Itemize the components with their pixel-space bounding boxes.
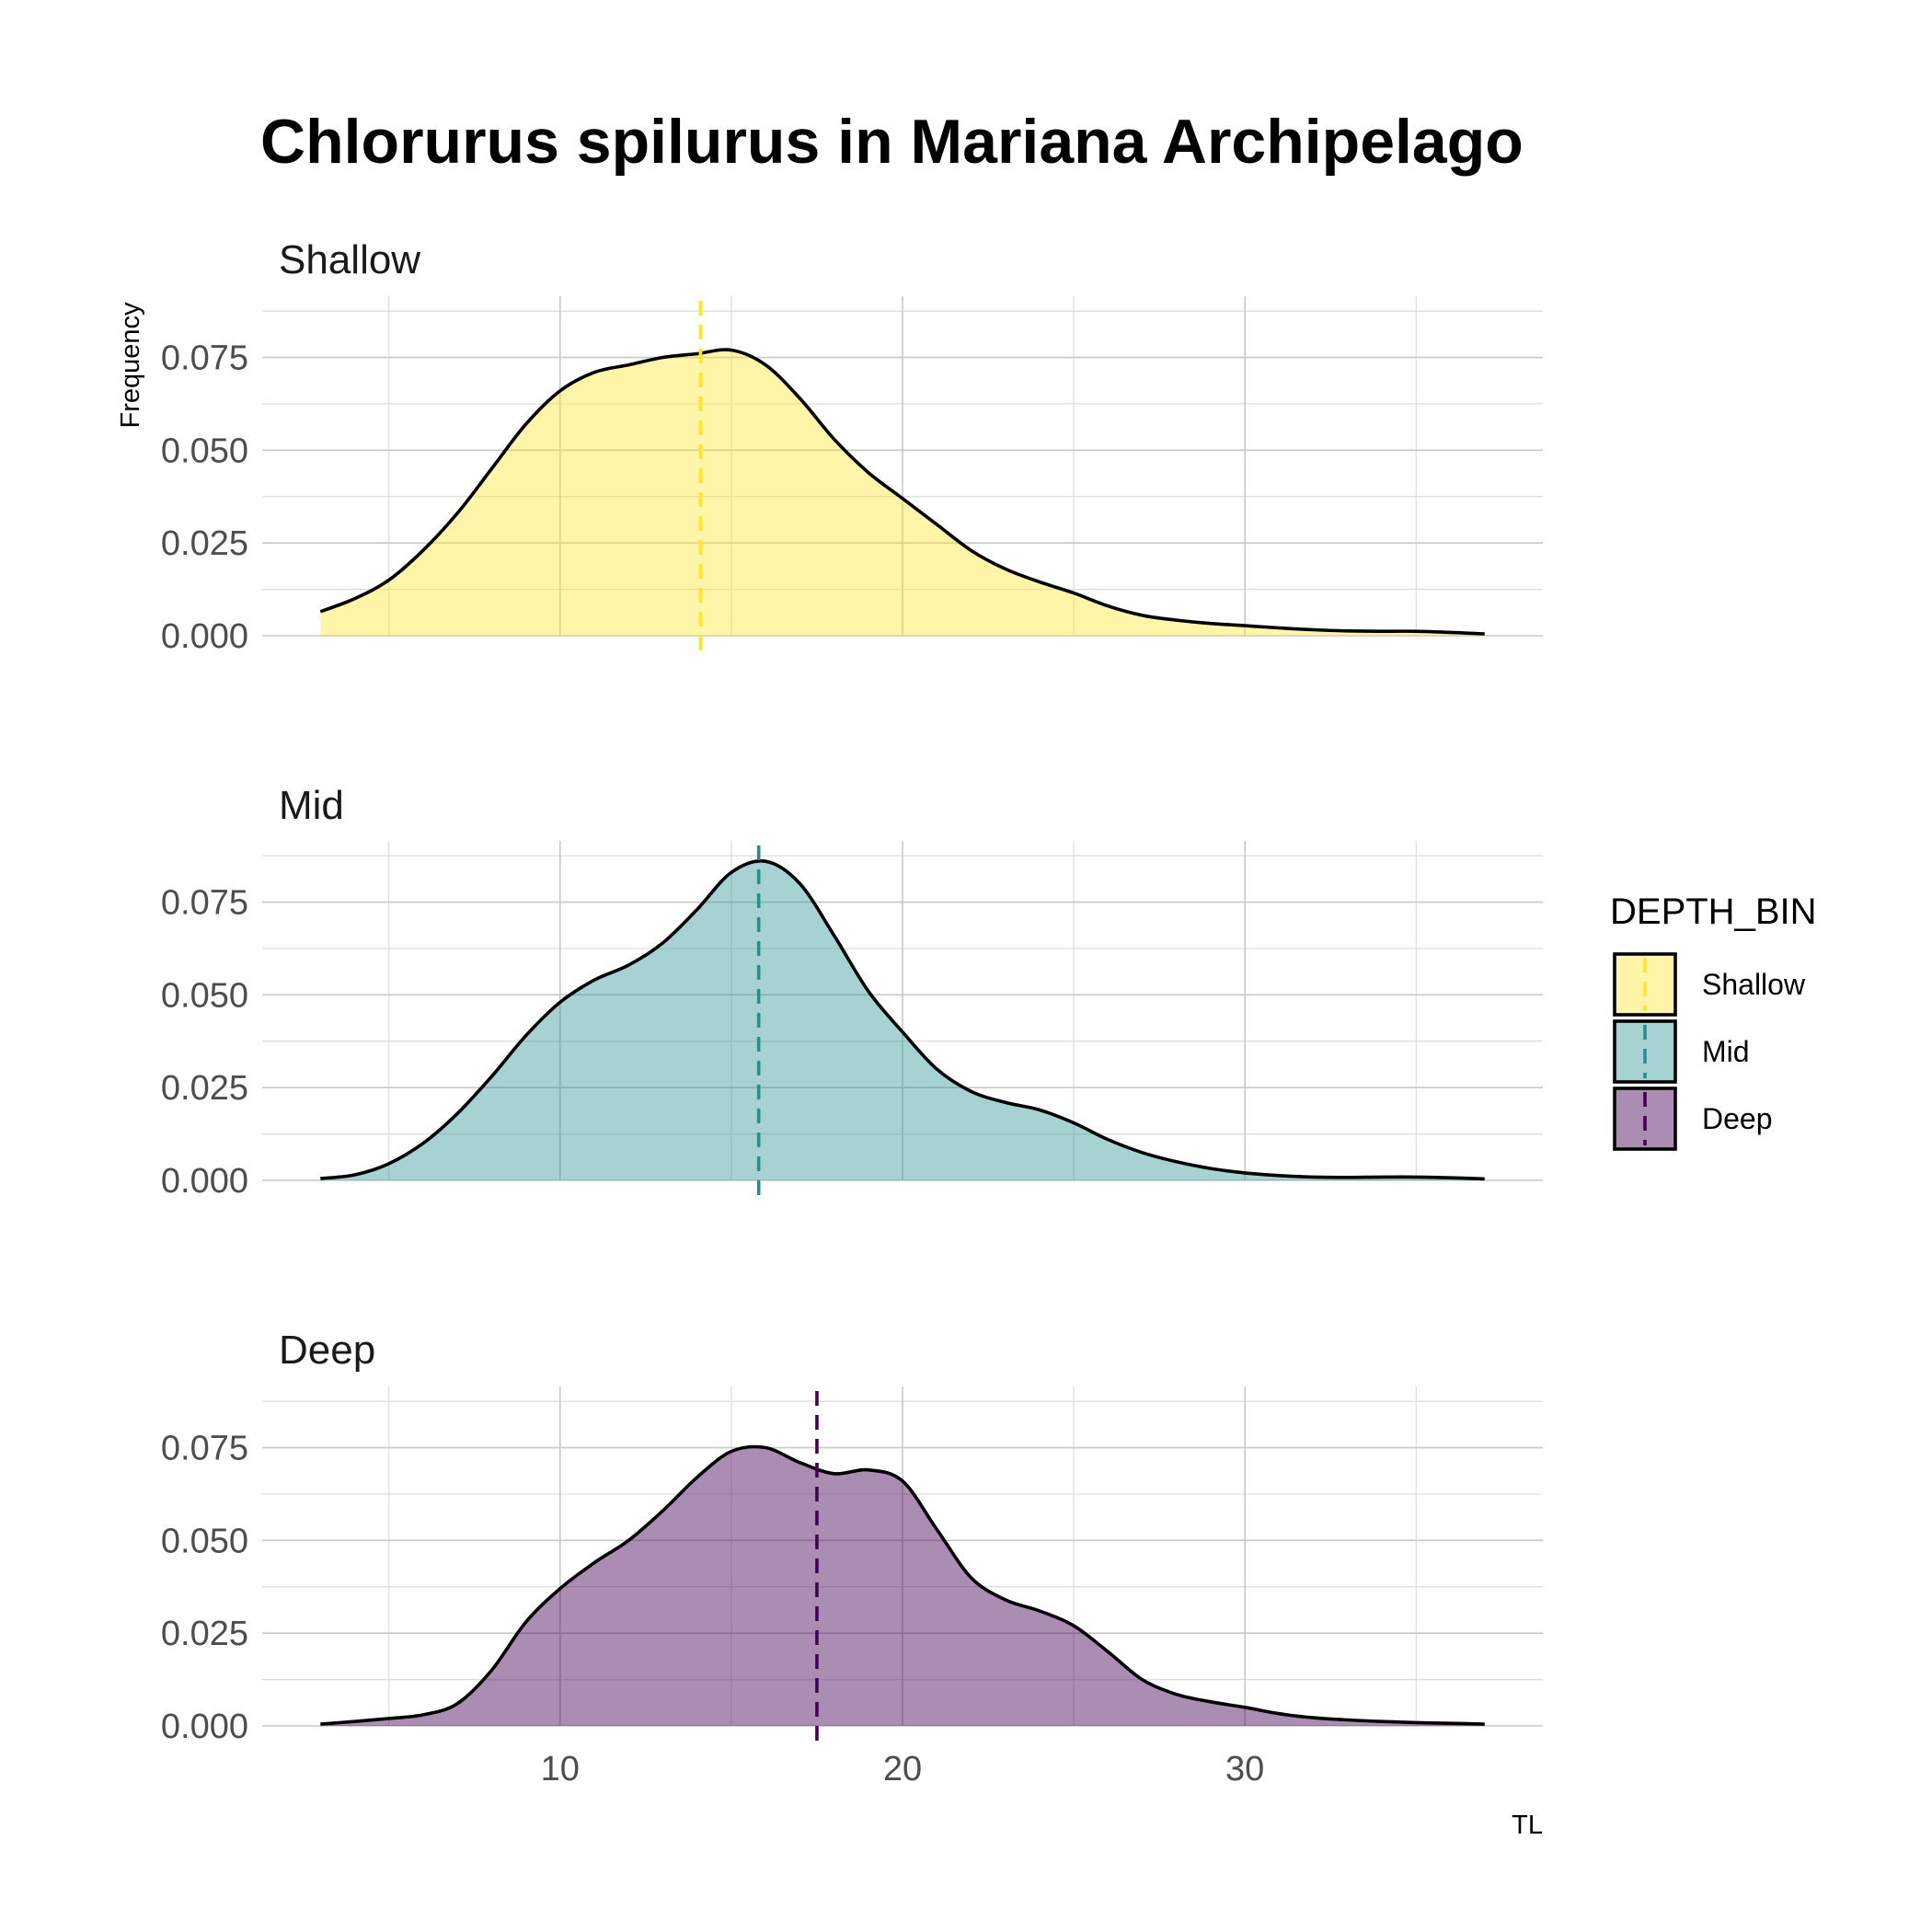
y-tick-label: 0.050: [161, 976, 248, 1015]
density-curve-mid: [320, 858, 1485, 1181]
density-curve-deep: [320, 1444, 1485, 1726]
panel-deep: Deep 0.000 0.025 0.050 0.075: [161, 1328, 1543, 1746]
panel-strip-label: Deep: [279, 1328, 375, 1373]
y-tick-label: 0.000: [161, 1708, 248, 1746]
y-tick-label: 0.025: [161, 524, 248, 563]
legend-key-shallow: Shallow: [1613, 952, 1806, 1017]
y-tick-label: 0.050: [161, 431, 248, 470]
y-tick-label: 0.050: [161, 1522, 248, 1560]
density-area-deep: [320, 1446, 1485, 1726]
y-tick-label: 0.075: [161, 339, 248, 378]
panel-strip-label: Mid: [279, 783, 344, 828]
x-axis-ticks: 10 20 30: [541, 1750, 1265, 1788]
density-area-shallow: [320, 350, 1485, 636]
x-tick-label: 30: [1225, 1750, 1264, 1788]
legend-title: DEPTH_BIN: [1610, 891, 1817, 932]
y-tick-label: 0.025: [161, 1615, 248, 1653]
panel-shallow: Shallow 0.000 0.025 0.050 0.075: [161, 237, 1543, 656]
y-tick-label: 0.000: [161, 1162, 248, 1201]
x-axis-title: TL: [1512, 1811, 1543, 1840]
legend: DEPTH_BIN Shallow Mid Deep: [1610, 891, 1817, 1151]
density-area-mid: [320, 860, 1485, 1180]
legend-keys: Shallow Mid Deep: [1613, 952, 1806, 1151]
legend-label: Mid: [1702, 1035, 1750, 1068]
legend-key-deep: Deep: [1613, 1087, 1773, 1151]
x-tick-label: 20: [883, 1750, 922, 1788]
legend-label: Shallow: [1702, 968, 1806, 1001]
y-tick-label: 0.025: [161, 1069, 248, 1108]
y-tick-label: 0.075: [161, 1430, 248, 1468]
panel-strip-label: Shallow: [279, 237, 420, 282]
panel-mid: Mid 0.000 0.025 0.050 0.075: [161, 783, 1543, 1201]
y-tick-label: 0.075: [161, 884, 248, 923]
chart-title: Chlorurus spilurus in Mariana Archipelag…: [260, 107, 1524, 177]
legend-key-mid: Mid: [1613, 1019, 1750, 1084]
x-tick-label: 10: [541, 1750, 580, 1788]
legend-label: Deep: [1702, 1102, 1773, 1135]
density-curve-shallow: [319, 348, 1485, 636]
y-axis-title: Frequency: [116, 302, 145, 429]
y-tick-label: 0.000: [161, 617, 248, 656]
facet-panels: Shallow 0.000 0.025 0.050 0.075 Mid 0.000 0.025…: [161, 237, 1543, 1746]
